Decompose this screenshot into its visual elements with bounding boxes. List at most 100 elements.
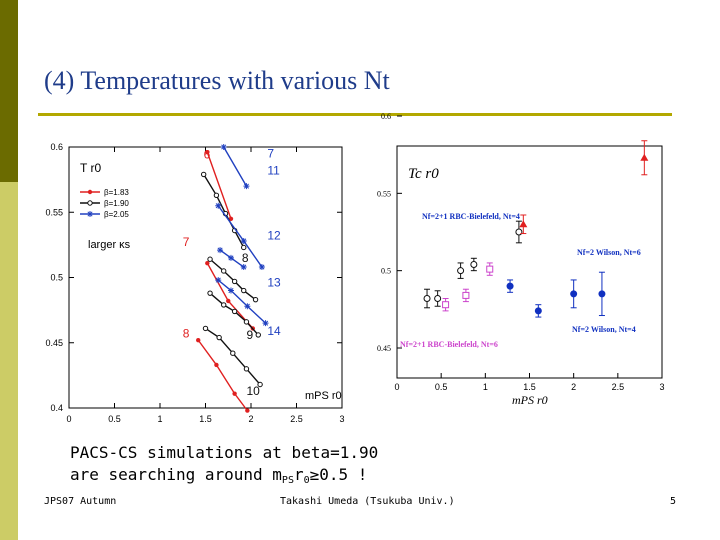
left-x-tick-label: 1.5 (199, 414, 212, 424)
legend-entry: β=1.90 (104, 199, 129, 208)
left-curve-label: 13 (267, 276, 281, 290)
left-curve-label: 7 (183, 235, 190, 249)
legend-marker (87, 200, 93, 206)
right-y-tick-label: 0.5 (381, 267, 391, 276)
caption-line-2: are searching around mPSr0≥0.5 ! (70, 464, 378, 492)
left-data-point (205, 150, 210, 155)
left-data-point (243, 183, 250, 190)
left-data-point (205, 260, 210, 266)
left-data-point (216, 334, 222, 341)
left-curve-label: 7 (267, 146, 274, 160)
left-data-point (262, 320, 269, 327)
right-x-tick-label: 1.5 (523, 382, 536, 392)
left-x-tick-label: 3 (339, 414, 344, 424)
legend-entry: β=1.83 (104, 188, 129, 197)
left-data-point (243, 366, 250, 372)
left-data-point (241, 244, 247, 251)
right-x-tick-label: 0.5 (435, 382, 448, 392)
page-number: 5 (670, 496, 677, 507)
caption-r: r (293, 465, 304, 484)
left-curve-label: 10 (246, 384, 260, 398)
right-chart: 0 0.5 1 1.5 2 2.5 3 0.45 0.5 0.55 0.6 Tc r0 mPS r0 Nf… (377, 112, 665, 407)
right-y-tick-label: 0.55 (377, 189, 391, 198)
right-annotation: Nf=2+1 RBC-Bielefeld, Nt=6 (400, 340, 498, 349)
left-data-point (220, 144, 227, 150)
caption-tail: ≥0.5 ! (309, 465, 368, 484)
left-chart-title: T r0 (80, 161, 101, 175)
right-data-point (640, 153, 649, 161)
right-data-point (570, 290, 578, 298)
right-x-axis-label: mPS r0 (512, 393, 548, 407)
caption-line-2-text: are searching around m (70, 465, 282, 484)
left-data-point (215, 202, 222, 209)
left-curve-label: 8 (242, 251, 249, 265)
left-y-tick-label: 0.55 (45, 207, 63, 217)
right-x-tick-label: 0 (394, 382, 399, 392)
left-curve-label: 6 (204, 148, 211, 162)
left-y-tick-label: 0.6 (50, 142, 63, 152)
caption: PACS-CS simulations at beta=1.90 are sea… (70, 442, 378, 492)
left-series-line (206, 151, 232, 220)
left-data-point (221, 268, 227, 274)
legend-marker (87, 211, 93, 217)
left-curve-label: 11 (267, 163, 280, 177)
left-data-point (231, 308, 238, 315)
left-data-point (217, 247, 224, 254)
right-data-point (442, 301, 450, 309)
right-annotation: Nf=2 Wilson, Nt=4 (572, 325, 636, 334)
right-x-tick-label: 2 (571, 382, 576, 392)
left-x-tick-label: 1 (157, 414, 162, 424)
left-data-point (200, 171, 207, 178)
right-x-tick-label: 1 (483, 382, 488, 392)
left-x-tick-label: 2 (248, 414, 253, 424)
accent-bar-bottom (0, 182, 18, 540)
left-data-point (213, 192, 220, 198)
right-data-point (462, 291, 470, 299)
accent-bar-top (0, 0, 18, 182)
left-curve-label: 8 (183, 327, 190, 341)
left-data-point (196, 337, 201, 343)
left-data-point (257, 381, 263, 388)
left-data-point (202, 325, 209, 332)
left-data-point (227, 254, 234, 261)
right-data-point (598, 290, 606, 298)
left-y-tick-label: 0.45 (45, 338, 63, 348)
right-data-point (534, 307, 542, 315)
left-series-line (217, 279, 267, 324)
right-y-tick-label: 0.6 (381, 112, 391, 121)
legend-marker (87, 189, 93, 195)
right-data-point (470, 260, 478, 268)
left-data-point (240, 237, 247, 244)
caption-line-1: PACS-CS simulations at beta=1.90 (70, 443, 379, 462)
left-y-tick-label: 0.4 (50, 403, 63, 413)
footer-left: JPS07 Autumn (44, 496, 117, 507)
left-data-point (227, 287, 234, 294)
left-series-line (197, 339, 248, 412)
left-chart: 0 0.5 1 1.5 2 2.5 3 0.4 0.45 0.5 0.55 0.6 6 7 8 7 11 12 13… (45, 142, 344, 424)
title-divider (38, 113, 672, 116)
right-data-point (515, 228, 523, 236)
left-chart-frame (68, 146, 343, 409)
right-data-point (486, 265, 494, 273)
right-data-point (457, 267, 465, 275)
left-data-point (228, 216, 234, 221)
left-data-point (258, 264, 265, 271)
right-data-point (423, 295, 431, 303)
left-data-point (231, 278, 238, 285)
left-data-point (214, 362, 219, 368)
right-data-point (434, 295, 442, 303)
left-x-tick-label: 0 (66, 414, 71, 424)
left-curve-label: 12 (267, 229, 281, 243)
right-y-tick-label: 0.45 (377, 344, 391, 353)
left-data-point (252, 296, 259, 303)
left-curve-label: 9 (246, 328, 253, 342)
left-series-line (217, 205, 263, 268)
right-chart-title: Tc r0 (408, 166, 439, 182)
left-data-point (230, 350, 236, 356)
right-annotation: Nf=2+1 RBC-Bielefeld, Nt=4 (422, 212, 520, 221)
slide-title: (4) Temperatures with various Nt (44, 66, 390, 95)
caption-sub-ps: PS (281, 475, 294, 486)
left-data-point (232, 391, 237, 396)
left-series-line (223, 146, 248, 187)
footer-center: Takashi Umeda (Tsukuba Univ.) (280, 496, 455, 507)
